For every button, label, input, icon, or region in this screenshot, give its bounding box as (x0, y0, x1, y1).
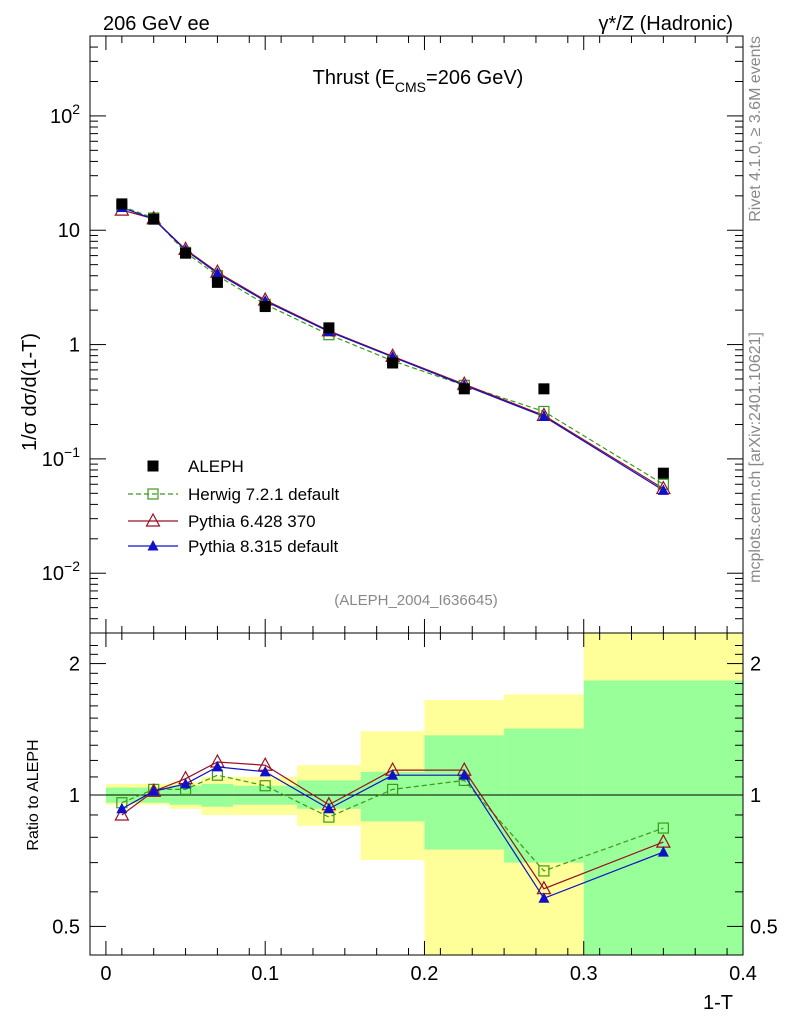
main-title-post: =206 GeV) (426, 67, 523, 89)
legend-marker-pythia8 (147, 540, 159, 551)
main-line-pythia8 (121, 206, 664, 491)
ratio-y-tick-label-left: 0.5 (52, 916, 80, 938)
header-left: 206 GeV ee (103, 13, 210, 35)
analysis-id: (ALEPH_2004_I636645) (334, 592, 497, 609)
main-point-data (148, 213, 160, 225)
ratio-point-pythia8 (657, 846, 669, 857)
ratio-band-inner (360, 771, 425, 822)
main-point-data (180, 247, 192, 259)
ratio-point-pythia8 (211, 760, 223, 772)
ratio-ylabel: Ratio to ALEPH (25, 739, 42, 850)
ratio-y-tick-label-right: 0.5 (750, 916, 778, 938)
main-y-tick-exp: −1 (64, 444, 80, 460)
main-point-data (387, 357, 399, 369)
x-tick-label: 0 (100, 963, 111, 985)
main-y-tick-exp: 2 (72, 101, 80, 117)
legend: ALEPH Herwig 7.2.1 default Pythia 6.428 37… (128, 457, 339, 556)
ratio-point-pythia8 (458, 769, 470, 780)
ratio-point-pythia8 (148, 785, 160, 796)
x-tick-label: 0.2 (411, 963, 439, 985)
ratio-line-pythia8 (121, 766, 664, 900)
main-y-tick-label: 10−1 (42, 444, 80, 471)
ratio-point-herwig (387, 783, 399, 795)
main-y-tick-label: 10 (58, 220, 80, 242)
ratio-y-tick-label-right: 1 (750, 785, 761, 807)
legend-label-data: ALEPH (188, 457, 244, 476)
legend-marker-data (147, 460, 159, 472)
main-y-tick-label: 1 (69, 335, 80, 357)
ratio-xlabel: 1-T (703, 992, 733, 1014)
main-title-pre: Thrust (E (313, 67, 395, 89)
ratio-point-pythia8 (387, 769, 399, 780)
main-point-pythia8 (538, 410, 550, 421)
legend-label-pythia6: Pythia 6.428 370 (188, 512, 316, 531)
main-point-data (323, 322, 335, 334)
ratio-point-pythia8 (116, 802, 128, 814)
ratio-panel: 0 0.1 0.2 0.3 0.4 0.5 0.5 1 1 2 2 Ratio to ALEPH 1… (25, 36, 778, 1014)
ratio-band-inner (424, 735, 505, 850)
ratio-point-pythia6 (114, 806, 130, 821)
main-y-tick-base: 1 (69, 335, 80, 357)
main-y-tick-base: 10 (50, 106, 72, 128)
ratio-point-herwig (259, 780, 271, 792)
main-line-herwig (121, 205, 664, 485)
main-y-tick-exp: −2 (64, 558, 80, 574)
ratio-y-tick-label-left: 2 (69, 654, 80, 676)
main-point-data (657, 467, 669, 479)
main-panel: Thrust (ECMS=206 GeV) 1/σ dσ/d(1-T) (ALE… (19, 35, 744, 634)
main-title: Thrust (ECMS=206 GeV) (313, 67, 524, 95)
x-tick-label: 0.3 (570, 963, 598, 985)
main-point-data (116, 198, 128, 210)
ratio-point-pythia8 (538, 892, 550, 903)
main-y-tick-base: 10 (42, 563, 64, 585)
ratio-band-inner (583, 680, 743, 955)
ratio-point-herwig (657, 822, 669, 834)
ratio-frame (89, 632, 744, 956)
main-ylabel: 1/σ dσ/d(1-T) (19, 333, 41, 451)
main-y-tick-base: 10 (58, 220, 80, 242)
main-point-data (259, 301, 271, 313)
ratio-y-tick-label-left: 1 (69, 785, 80, 807)
ratio-point-pythia8 (180, 777, 192, 789)
x-tick-label: 0.1 (251, 963, 279, 985)
main-y-tick-base: 10 (42, 449, 64, 471)
mcplots-site: mcplots.cern.ch [arXiv:2401.10621] (747, 332, 764, 583)
x-tick-label: 0.4 (729, 963, 757, 985)
rivet-version: Rivet 4.1.0, ≥ 3.6M events (747, 36, 764, 222)
legend-label-pythia8: Pythia 8.315 default (188, 537, 339, 556)
main-y-tick-label: 10−2 (42, 558, 80, 585)
main-y-tick-label: 102 (50, 101, 80, 128)
ratio-band-inner (504, 728, 584, 863)
main-point-pythia8 (657, 484, 669, 495)
main-point-data (458, 383, 470, 395)
main-point-data (211, 276, 223, 288)
ratio-y-tick-label-right: 2 (750, 654, 761, 676)
ratio-point-pythia8 (259, 765, 271, 777)
main-point-pythia8 (211, 267, 223, 278)
ratio-line-herwig (121, 774, 664, 872)
legend-marker-pythia6 (145, 512, 161, 527)
ratio-line-pythia6 (121, 761, 664, 890)
main-point-data (538, 383, 550, 395)
header-right: γ*/Z (Hadronic) (599, 13, 733, 35)
ratio-point-pythia8 (323, 802, 335, 814)
legend-marker-herwig (147, 488, 159, 500)
legend-label-herwig: Herwig 7.2.1 default (188, 485, 339, 504)
main-title-sub: CMS (395, 79, 426, 95)
ratio-point-herwig (538, 865, 550, 877)
